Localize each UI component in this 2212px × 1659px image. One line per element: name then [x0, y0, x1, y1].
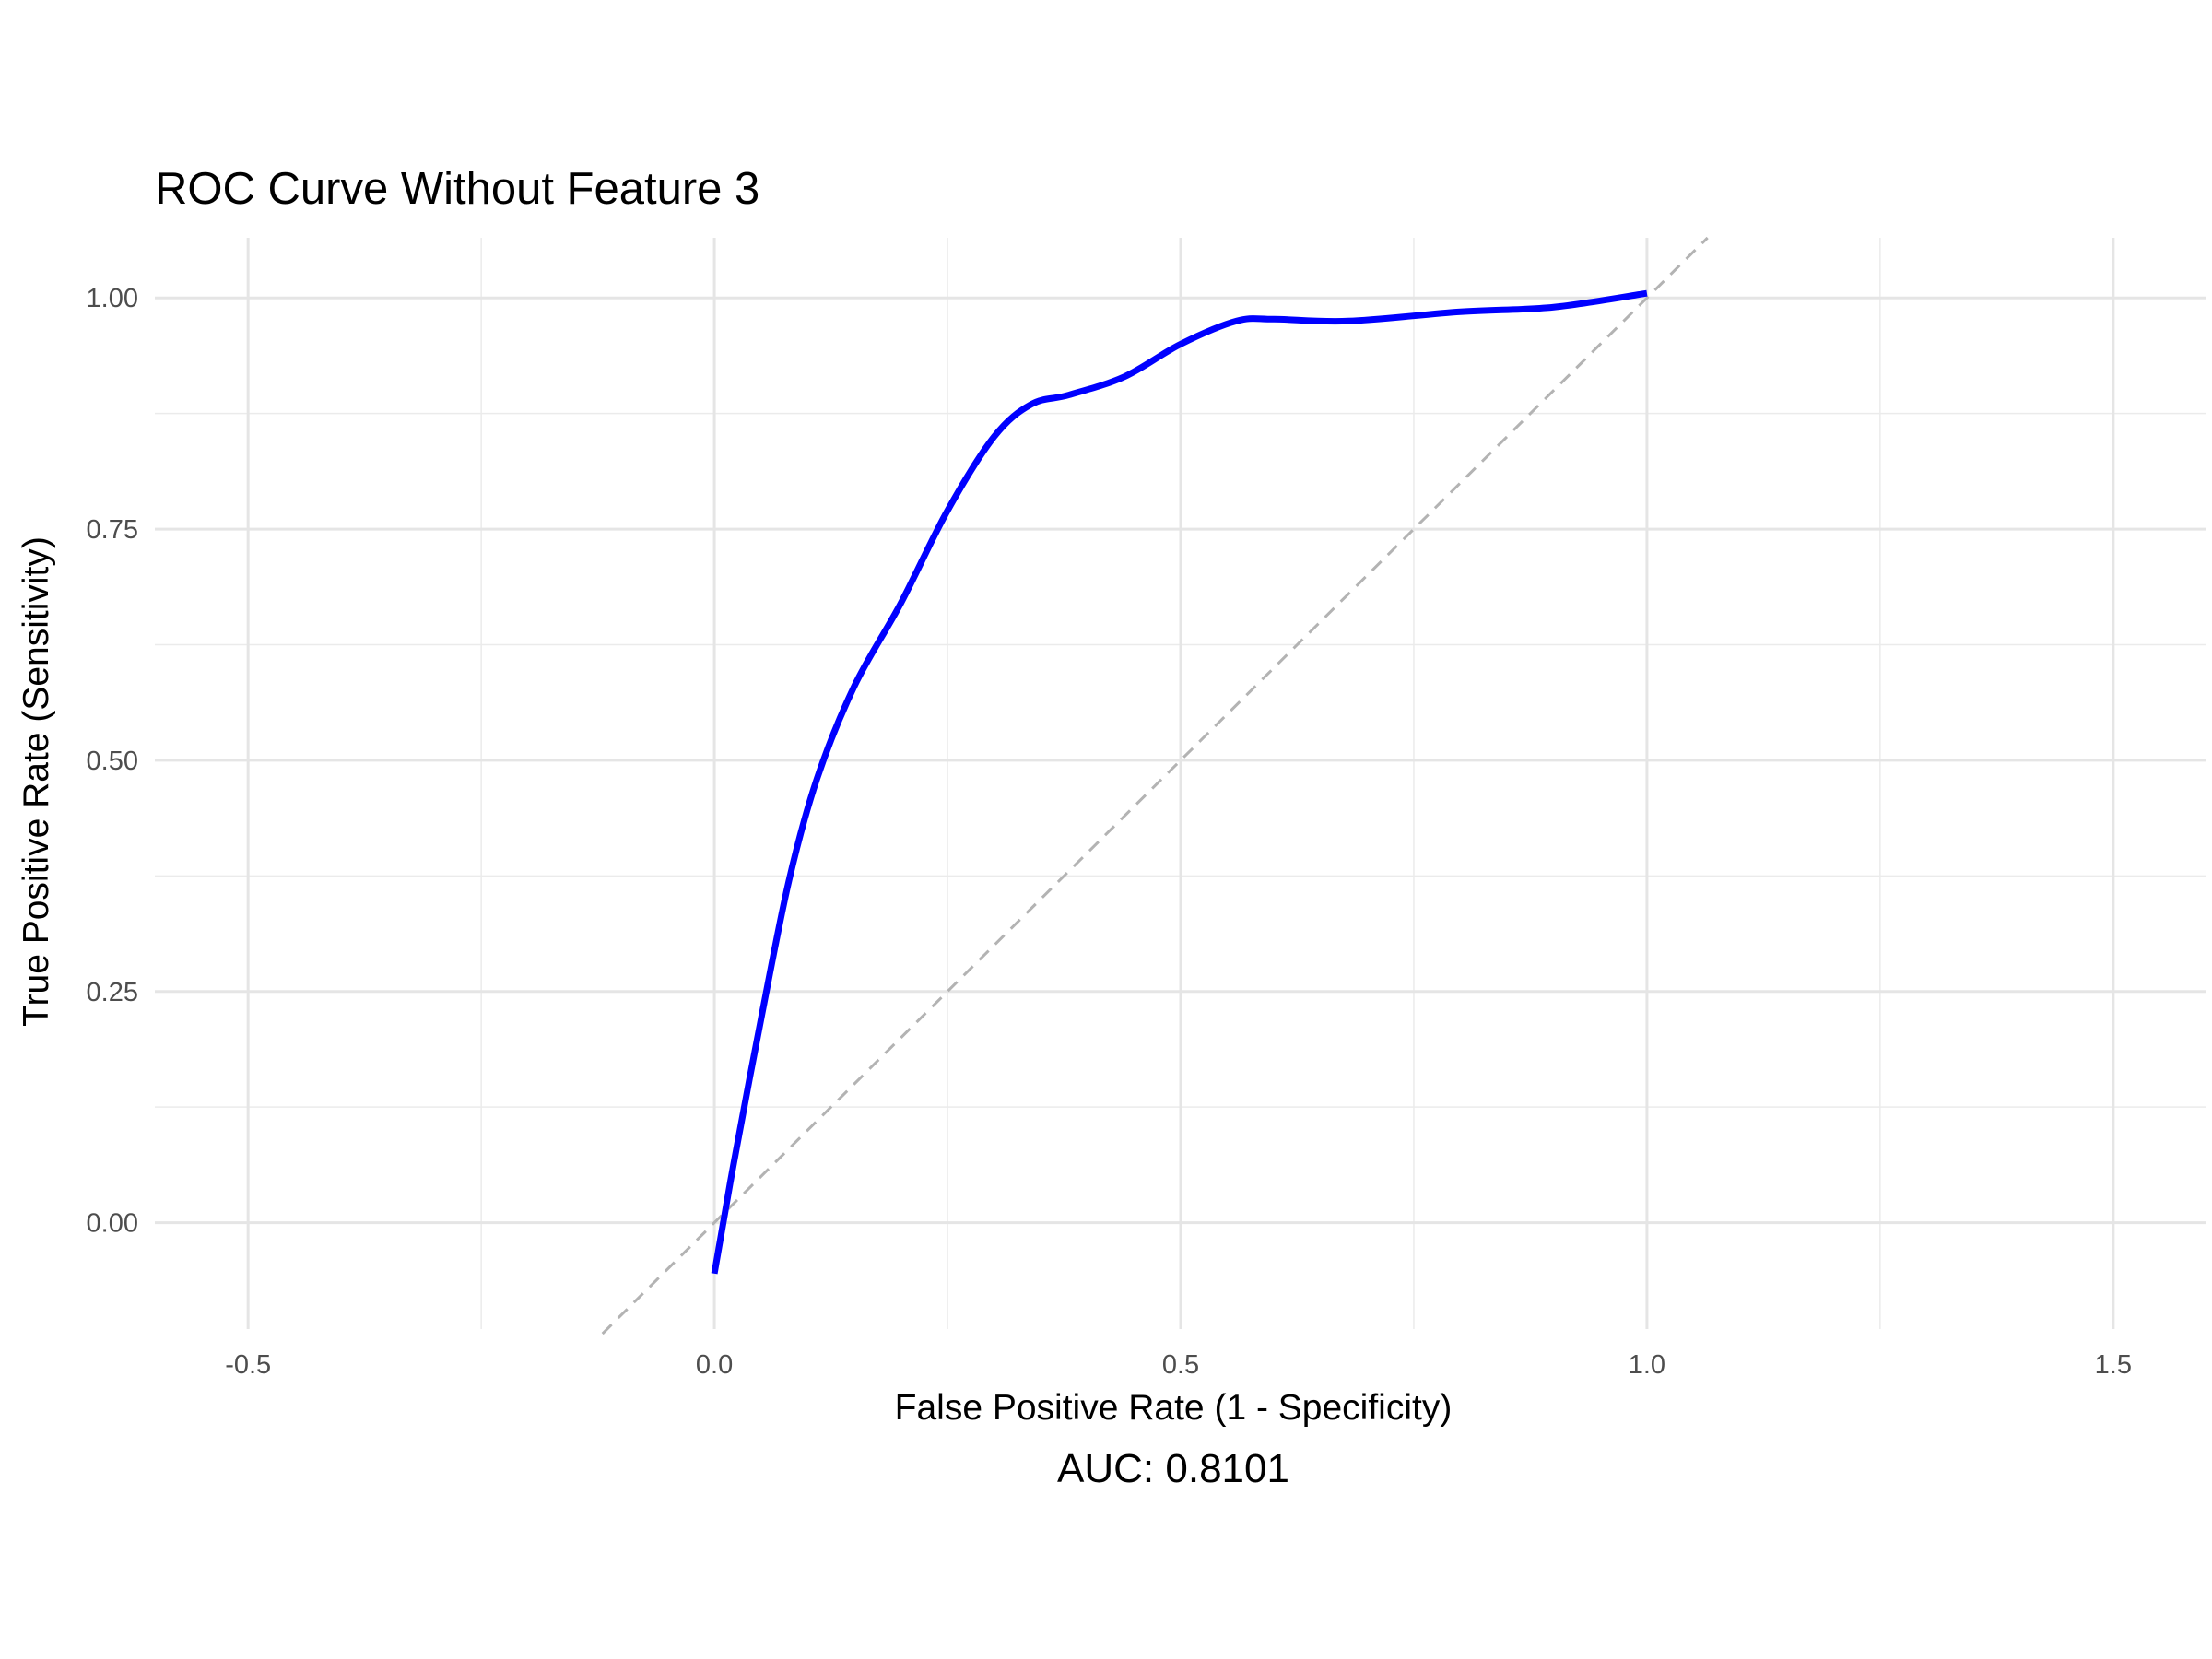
major-grid: [155, 238, 2206, 1329]
y-tick-label: 0.00: [87, 1209, 138, 1239]
roc-curve-group: [711, 289, 1648, 1275]
auc-caption: AUC: 0.8101: [1057, 1446, 1289, 1491]
y-axis-title: True Positive Rate (Sensitivity): [17, 536, 56, 1027]
roc-curve-line: [711, 289, 1648, 1275]
x-axis-title: False Positive Rate (1 - Specificity): [895, 1388, 1453, 1428]
x-tick-label: 1.0: [1629, 1350, 1665, 1380]
reference-line-group: [601, 236, 1709, 1335]
x-tick-label: 0.0: [696, 1350, 733, 1380]
x-tick-labels: -0.5 0.0 0.5 1.0 1.5: [225, 1350, 2132, 1380]
y-tick-label: 1.00: [87, 284, 138, 313]
x-tick-label: 1.5: [2095, 1350, 2132, 1380]
reference-diagonal-line: [601, 236, 1709, 1335]
chart-title: ROC Curve Without Feature 3: [155, 164, 759, 214]
y-tick-label: 0.25: [87, 978, 138, 1007]
y-tick-label: 0.75: [87, 515, 138, 545]
y-tick-labels: 0.00 0.25 0.50 0.75 1.00: [87, 284, 138, 1238]
x-tick-label: 0.5: [1162, 1350, 1199, 1380]
x-tick-label: -0.5: [225, 1350, 271, 1380]
y-tick-label: 0.50: [87, 747, 138, 776]
